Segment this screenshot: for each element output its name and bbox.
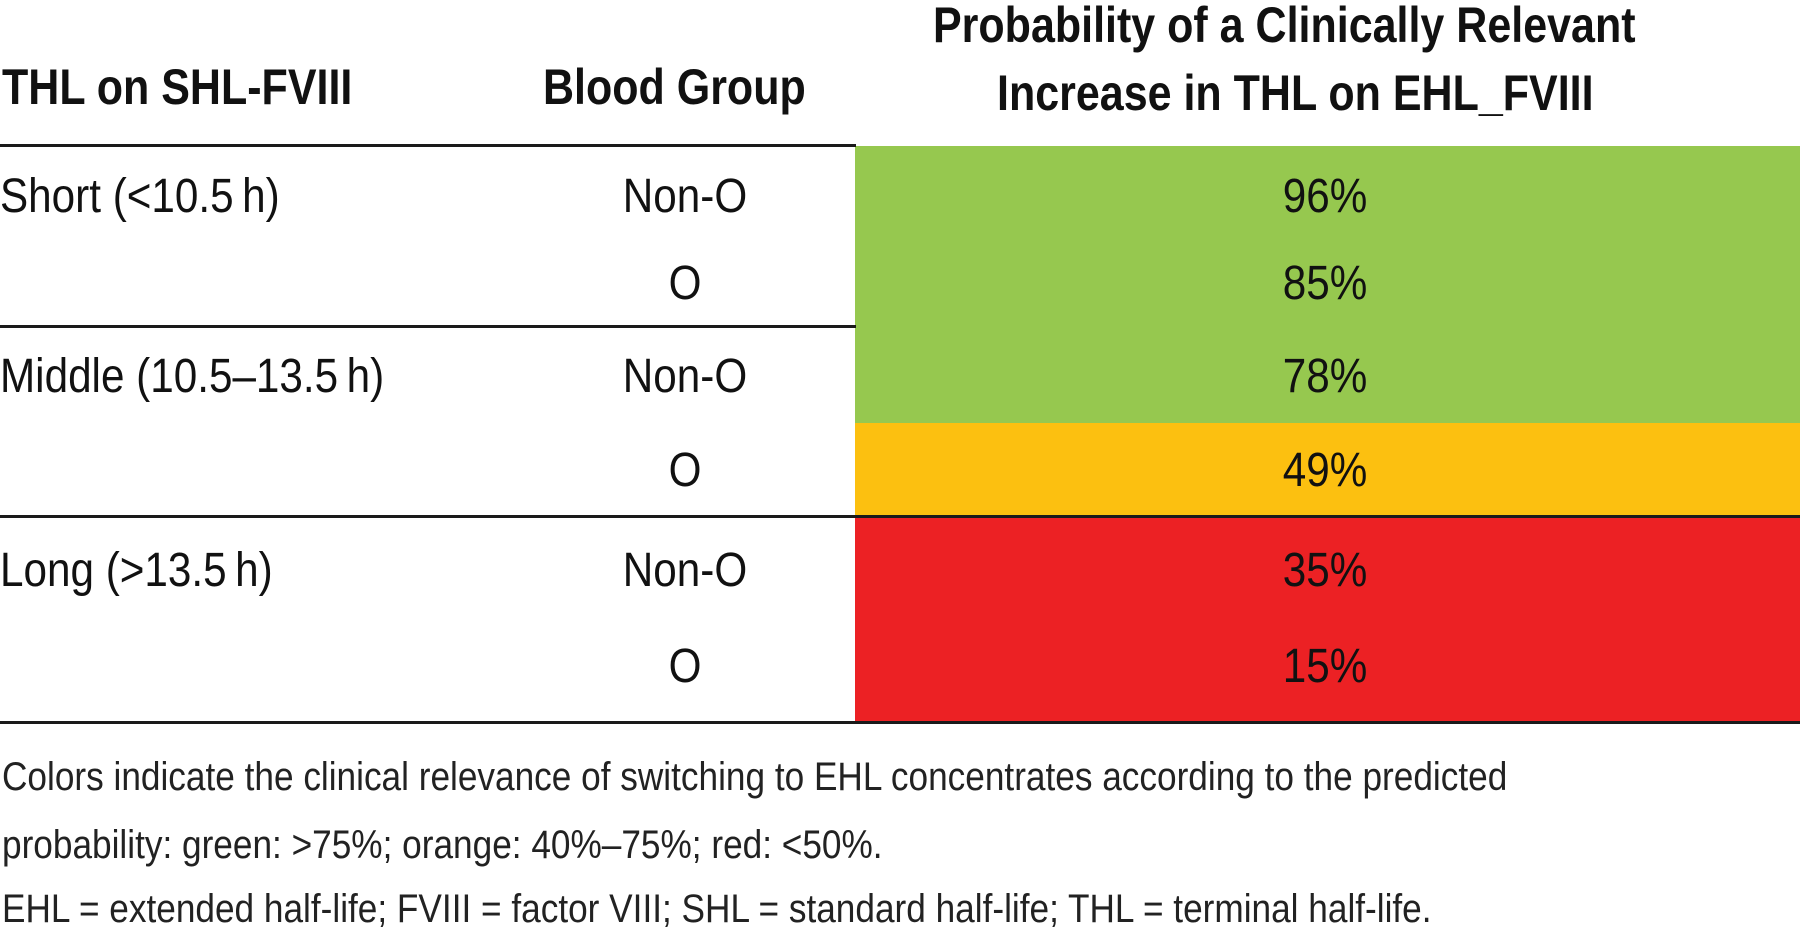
row-blood-group: O [668, 640, 702, 693]
color-band-row-5 [855, 516, 1800, 612]
row-blood-group: Non-O [622, 170, 748, 223]
row-probability: 15% [1282, 640, 1368, 693]
row-blood-group: Non-O [622, 350, 748, 403]
row-probability: 49% [1282, 444, 1368, 497]
row-blood-group: Non-O [622, 544, 748, 597]
footnote-color-legend-line1: Colors indicate the clinical relevance o… [2, 755, 1508, 799]
row-thl-middle: Middle (10.5–13.5 h) [0, 350, 385, 403]
group-rule-middle-long [0, 515, 1800, 518]
header-probability-line1: Probability of a Clinically Relevant [933, 0, 1636, 53]
footnote-abbreviations: EHL = extended half-life; FVIII = factor… [2, 887, 1432, 931]
row-blood-group: O [668, 257, 702, 310]
header-probability-line2: Increase in THL on EHL_FVIII [997, 65, 1594, 121]
row-blood-group: O [668, 444, 702, 497]
color-band-row-4 [855, 423, 1800, 516]
header-blood-group: Blood Group [543, 59, 806, 115]
color-band-row-1 [855, 146, 1800, 240]
row-thl-long: Long (>13.5 h) [0, 544, 273, 597]
color-band-row-2 [855, 240, 1800, 327]
row-probability: 85% [1282, 257, 1368, 310]
row-probability: 35% [1282, 544, 1368, 597]
row-thl-short: Short (<10.5 h) [0, 170, 280, 223]
color-band-row-6 [855, 612, 1800, 722]
table-bottom-rule [0, 721, 1800, 724]
header-rule-left [0, 144, 856, 147]
header-thl-on-shl-fviii: THL on SHL-FVIII [2, 59, 353, 115]
row-probability: 96% [1282, 170, 1368, 223]
color-band-row-3 [855, 327, 1800, 423]
row-probability: 78% [1282, 350, 1368, 403]
footnote-color-legend-line2: probability: green: >75%; orange: 40%–75… [2, 823, 883, 867]
group-rule-short-middle [0, 325, 856, 328]
